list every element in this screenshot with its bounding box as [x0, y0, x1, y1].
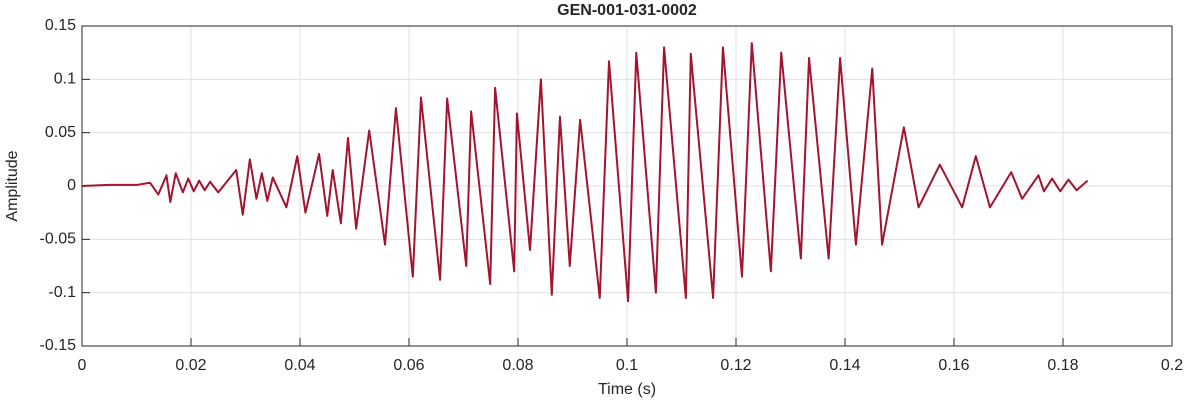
y-tick-label: 0.05	[45, 124, 76, 141]
x-tick-label: 0.16	[938, 357, 969, 374]
x-tick-label: 0.1	[616, 357, 638, 374]
y-tick-label: 0	[67, 177, 76, 194]
x-tick-label: 0.12	[720, 357, 751, 374]
x-tick-label: 0.2	[1161, 357, 1183, 374]
x-tick-label: 0.04	[284, 357, 315, 374]
x-tick-label: 0	[78, 357, 87, 374]
y-tick-label: 0.15	[45, 17, 76, 34]
chart-title: GEN-001-031-0002	[557, 2, 697, 19]
x-tick-label: 0.14	[829, 357, 860, 374]
x-tick-label: 0.02	[175, 357, 206, 374]
y-tick-label: -0.15	[40, 337, 77, 354]
y-tick-label: 0.1	[54, 71, 76, 88]
y-axis-label: Amplitude	[4, 150, 21, 221]
y-tick-label: -0.1	[48, 284, 76, 301]
x-tick-label: 0.08	[502, 357, 533, 374]
y-tick-label: -0.05	[40, 231, 77, 248]
x-axis-label: Time (s)	[598, 381, 656, 398]
waveform-line	[81, 42, 1089, 303]
x-tick-label: 0.06	[393, 357, 424, 374]
x-tick-label: 0.18	[1047, 357, 1078, 374]
